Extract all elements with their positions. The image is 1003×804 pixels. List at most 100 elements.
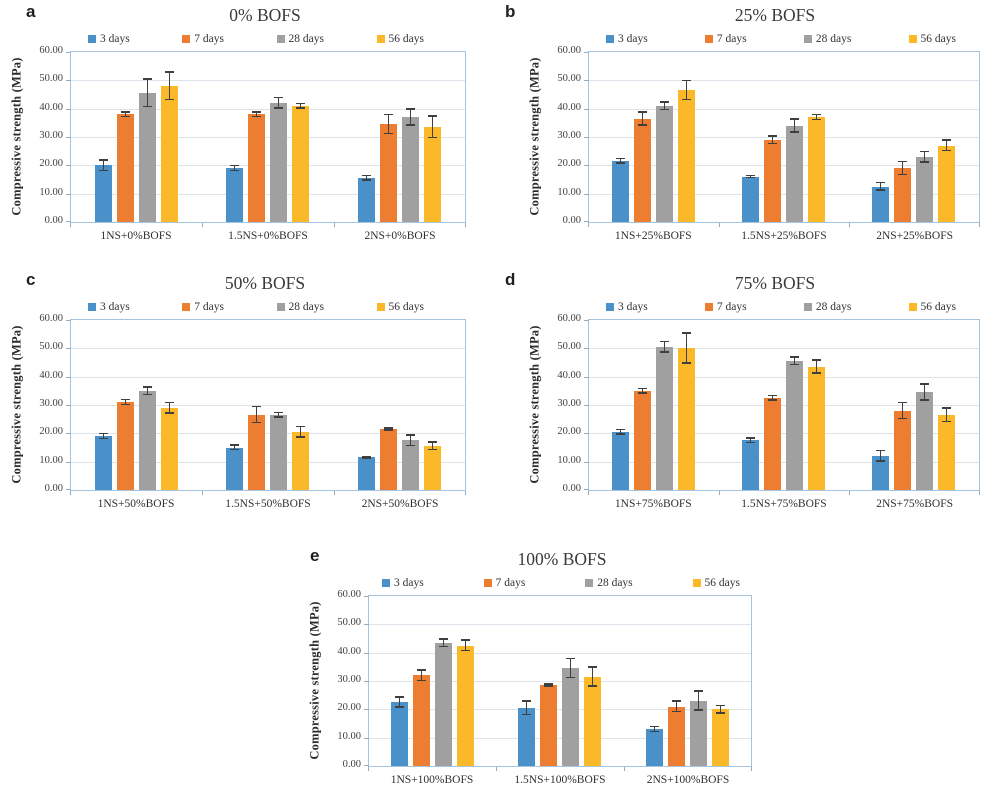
y-axis-label: Compressive strength (MPa) <box>527 324 542 484</box>
error-bar-cap-top <box>439 638 449 640</box>
error-bar-cap-top <box>746 174 756 177</box>
y-tick-label: 50.00 <box>337 617 361 629</box>
x-category-label: 2NS+50%BOFS <box>361 498 439 510</box>
barwrap <box>894 320 912 490</box>
y-axis-tickmark <box>66 320 71 321</box>
error-bar-cap-top <box>121 111 131 113</box>
error-bar-cap-bottom <box>165 412 175 414</box>
plot-area <box>584 51 980 223</box>
error-bar-cap-bottom <box>715 712 725 714</box>
legend-swatch-56-days <box>692 579 701 587</box>
barwrap <box>711 596 729 766</box>
gridline <box>589 376 979 378</box>
legend-swatch-56-days <box>908 35 917 43</box>
error-bar-line <box>794 356 796 366</box>
legend-item: 28 days <box>276 33 324 45</box>
x-axis-labels: 1NS+100%BOFS 1.5NS+100%BOFS 2NS+100%BOFS <box>368 774 752 786</box>
y-axis-tickmark <box>364 737 369 739</box>
error-bar-line <box>431 115 433 139</box>
error-bar-line <box>816 359 818 374</box>
legend-swatch-3-days <box>606 35 614 43</box>
error-bar-cap-top <box>405 108 415 110</box>
x-category-label: 1NS+75%BOFS <box>614 498 692 510</box>
legend-item: 28 days <box>276 301 324 313</box>
chart-title: 25% BOFS <box>734 5 816 25</box>
error-bar-cap-bottom <box>230 448 240 451</box>
x-axis-labels: 1NS+0%BOFS 1.5NS+0%BOFS 2NS+0%BOFS <box>70 230 466 242</box>
legend-label: 28 days <box>597 577 633 589</box>
error-bar-line <box>147 386 149 396</box>
x-category-label: 1NS+100%BOFS <box>390 774 474 786</box>
bar-28-days <box>139 390 157 490</box>
legend-label: 7 days <box>194 33 224 45</box>
error-bar-cap-bottom <box>99 437 109 439</box>
x-category-label: 1.5NS+0%BOFS <box>228 230 308 242</box>
x-axis-tickmark <box>718 491 720 495</box>
gridline <box>589 137 979 138</box>
barwrap <box>938 320 956 490</box>
bar-28-days <box>656 346 674 490</box>
error-bar-cap-top <box>99 159 109 161</box>
bar-7-days <box>379 429 397 490</box>
error-bar-cap-top <box>920 383 930 385</box>
legend-item: 28 days <box>803 33 851 45</box>
bar-56-days <box>423 446 441 490</box>
x-axis-tickmark <box>979 491 980 495</box>
error-bar-line <box>750 437 752 444</box>
error-bar-cap-top <box>296 425 306 428</box>
error-bar-cap-top <box>395 696 405 698</box>
bar-3-days <box>95 165 113 222</box>
barwrap <box>540 596 558 766</box>
error-bar-line <box>924 383 926 401</box>
bar-group <box>202 52 333 222</box>
y-axis-tickmark <box>364 624 369 626</box>
x-category-label: 2NS+100%BOFS <box>646 774 730 786</box>
x-axis-tickmarks <box>588 491 980 495</box>
bar-3-days <box>612 431 630 490</box>
error-bar-cap-top <box>383 113 393 116</box>
gridline <box>589 405 979 406</box>
error-bar-cap-top <box>638 111 648 113</box>
chart-title: 50% BOFS <box>224 273 306 293</box>
y-axis-tickmark <box>66 221 71 222</box>
x-axis-tickmark <box>465 491 466 495</box>
x-category-label: 1.5NS+25%BOFS <box>741 230 827 242</box>
y-tick-label: 20.00 <box>337 702 361 714</box>
error-bar-cap-bottom <box>920 399 930 401</box>
error-bar-cap-bottom <box>746 176 756 179</box>
barwrap <box>379 52 397 222</box>
bar-56-days <box>161 86 179 222</box>
bar-28-days <box>786 125 804 222</box>
error-bar-line <box>686 80 688 101</box>
y-axis-tickmark <box>584 348 589 350</box>
error-bar-cap-bottom <box>746 441 756 444</box>
error-bar-cap-bottom <box>920 161 930 163</box>
barwrap <box>423 320 441 490</box>
legend-swatch-3-days <box>382 579 390 587</box>
error-bar-cap-bottom <box>768 399 778 401</box>
gridline <box>71 376 465 378</box>
bar-56-days <box>457 645 475 766</box>
error-bar-cap-bottom <box>898 417 908 420</box>
y-axis-tickmark <box>66 405 71 406</box>
legend-swatch-28-days <box>276 303 285 311</box>
x-axis-labels: 1NS+75%BOFS 1.5NS+75%BOFS 2NS+75%BOFS <box>588 498 980 510</box>
barwrap <box>518 596 536 766</box>
bar-3-days <box>612 161 630 222</box>
error-bar-line <box>664 341 666 353</box>
error-bar-line <box>431 441 433 451</box>
error-bar-cap-bottom <box>812 118 822 120</box>
x-axis-tickmark <box>979 223 980 227</box>
error-bar-cap-bottom <box>439 645 449 647</box>
chart-legend: 3 days 7 days 28 days 56 days <box>88 301 424 313</box>
error-bar-cap-top <box>790 356 800 358</box>
error-bar-line <box>772 135 774 145</box>
error-bar-line <box>642 111 644 126</box>
error-bar-line <box>300 103 302 109</box>
error-bar-line <box>642 388 644 394</box>
panel-letter: d <box>505 270 516 289</box>
y-axis-ticks: 60.00 50.00 40.00 30.00 20.00 10.00 0.00 <box>324 589 368 769</box>
error-bar-line <box>620 429 622 435</box>
legend-item: 3 days <box>88 33 130 45</box>
error-bar-cap-bottom <box>616 433 626 435</box>
